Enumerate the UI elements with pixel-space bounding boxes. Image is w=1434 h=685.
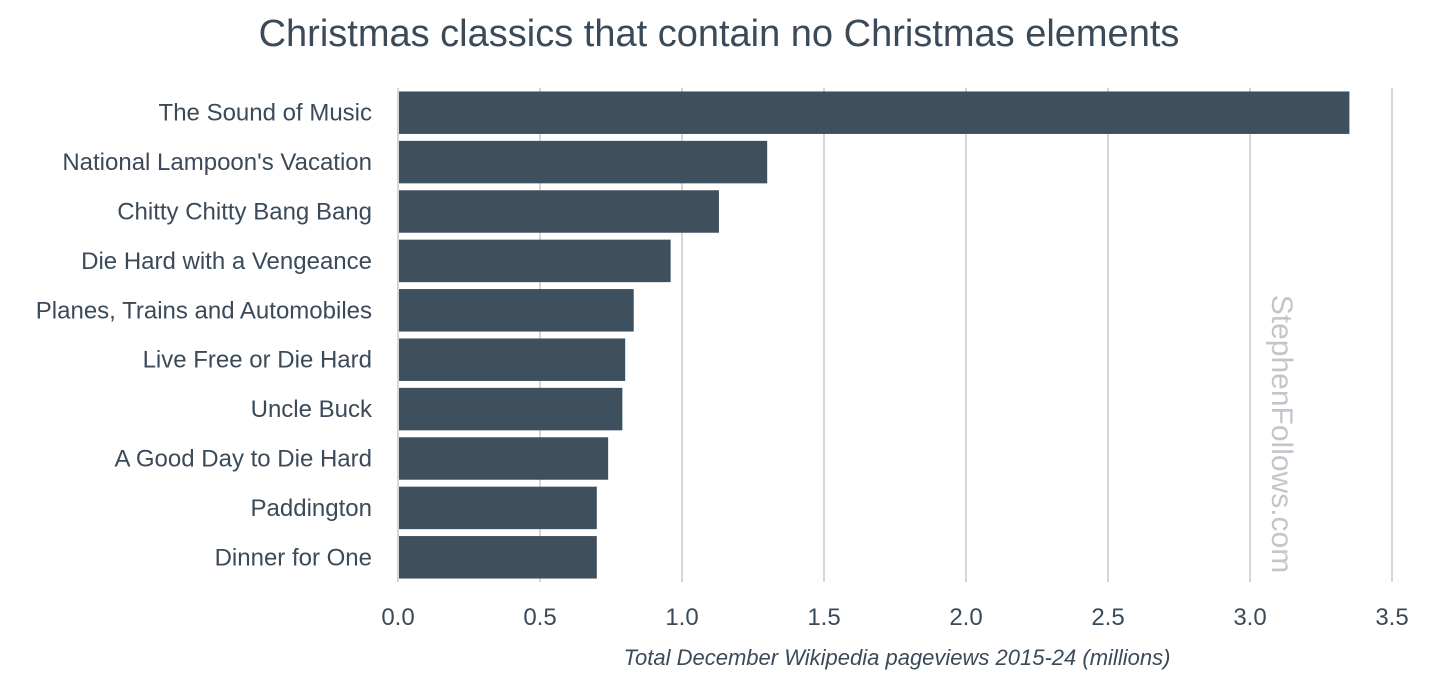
x-tick-label: 0.0 <box>381 604 414 631</box>
x-tick-label: 0.5 <box>523 604 556 631</box>
bar <box>399 487 597 529</box>
category-label: Paddington <box>251 495 372 522</box>
x-tick-label: 1.0 <box>665 604 698 631</box>
category-label: A Good Day to Die Hard <box>115 446 372 473</box>
category-label: Live Free or Die Hard <box>143 347 372 374</box>
bar <box>399 190 719 232</box>
x-tick-label: 3.5 <box>1375 604 1408 631</box>
chart-title: Christmas classics that contain no Chris… <box>259 13 1180 55</box>
category-label: The Sound of Music <box>159 100 372 127</box>
bar <box>399 437 608 479</box>
bar <box>399 141 767 183</box>
bar <box>399 338 625 380</box>
category-label: Uncle Buck <box>251 396 373 423</box>
x-tick-label: 1.5 <box>807 604 840 631</box>
x-tick-label: 2.5 <box>1091 604 1124 631</box>
bar <box>399 289 634 331</box>
bar <box>399 388 622 430</box>
x-tick-label: 2.0 <box>949 604 982 631</box>
bar <box>399 240 671 282</box>
category-label: Die Hard with a Vengeance <box>81 248 372 275</box>
x-axis-title: Total December Wikipedia pageviews 2015-… <box>624 645 1171 670</box>
x-tick-label: 3.0 <box>1233 604 1266 631</box>
x-tick-labels: 0.0 0.5 1.0 1.5 2.0 2.5 3.0 3.5 <box>381 604 1408 631</box>
bar <box>399 536 597 578</box>
category-label: Chitty Chitty Bang Bang <box>117 199 372 226</box>
category-label: Dinner for One <box>215 544 372 571</box>
bar <box>399 91 1349 133</box>
category-labels: The Sound of Music National Lampoon's Vac… <box>36 100 373 572</box>
category-label: Planes, Trains and Automobiles <box>36 297 372 324</box>
bars <box>399 91 1349 578</box>
category-label: National Lampoon's Vacation <box>62 149 372 176</box>
watermark-text: StephenFollows.com <box>1265 295 1298 573</box>
